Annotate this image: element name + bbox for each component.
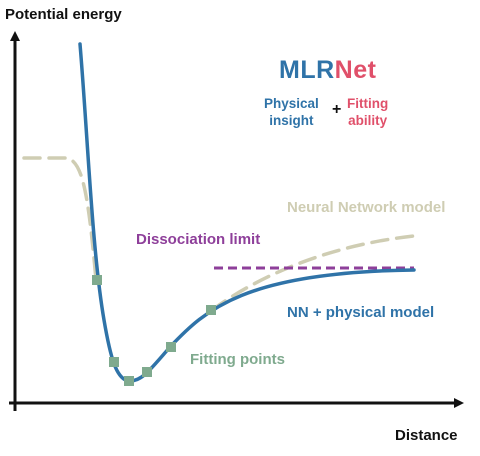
dissociation-limit-label: Dissociation limit bbox=[136, 231, 261, 248]
fitting-points bbox=[92, 275, 216, 386]
tagline-physical-insight: Physical insight bbox=[264, 95, 319, 129]
x-axis-label: Distance bbox=[395, 427, 458, 444]
fitting-points-label: Fitting points bbox=[190, 351, 285, 368]
brand-title: MLRNet bbox=[279, 56, 376, 85]
fitting-point bbox=[124, 376, 134, 386]
brand-part-mlr: MLR bbox=[279, 56, 335, 84]
tagline-left-line1: Physical bbox=[264, 96, 319, 111]
neural-network-model-label: Neural Network model bbox=[287, 199, 446, 216]
fitting-point bbox=[206, 305, 216, 315]
tagline-right-line1: Fitting bbox=[347, 96, 389, 111]
tagline-right-line2: ability bbox=[348, 113, 388, 128]
y-axis-label: Potential energy bbox=[5, 6, 122, 23]
nn-physical-model-label: NN + physical model bbox=[287, 304, 435, 321]
fitting-point bbox=[166, 342, 176, 352]
tagline-fitting-ability: Fitting ability bbox=[347, 95, 388, 129]
brand-part-net: Net bbox=[334, 56, 377, 84]
neural-network-curve bbox=[22, 156, 416, 312]
tagline-plus: + bbox=[332, 101, 342, 118]
tagline-left-line2: insight bbox=[269, 113, 314, 128]
fitting-point bbox=[109, 357, 119, 367]
fitting-point bbox=[142, 367, 152, 377]
fitting-point bbox=[92, 275, 102, 285]
